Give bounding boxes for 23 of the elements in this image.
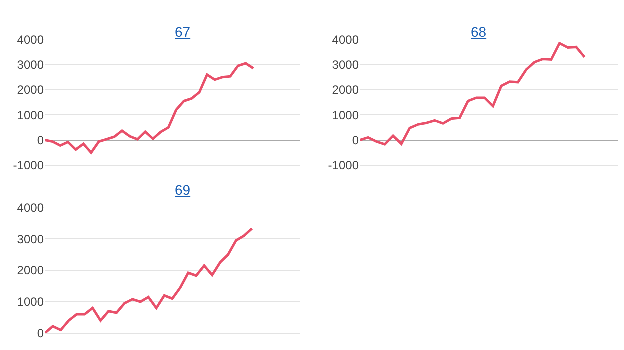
y-tick-label: 4000 <box>332 32 360 47</box>
y-tick-label: -1000 <box>13 158 44 173</box>
y-tick-label: 3000 <box>17 232 44 246</box>
y-tick-label: 0 <box>37 133 44 148</box>
y-tick-label: 2000 <box>17 83 44 98</box>
y-tick-label: 1000 <box>17 295 44 310</box>
line-series <box>45 62 255 154</box>
y-tick-label: 4000 <box>17 32 44 47</box>
y-tick-label: 1000 <box>17 108 44 122</box>
y-tick-label: 2000 <box>332 83 360 98</box>
y-tick-label: 4000 <box>17 200 44 215</box>
y-tick-label: -1000 <box>328 158 360 173</box>
chart-title: 68 <box>471 24 487 40</box>
y-tick-label: 1000 <box>332 108 360 122</box>
y-tick-label: 3000 <box>17 58 44 72</box>
y-tick-label: 0 <box>37 326 44 341</box>
chart-title: 69 <box>175 182 191 198</box>
y-tick-label: 3000 <box>332 58 360 72</box>
line-series <box>360 42 586 146</box>
line-series <box>45 227 254 334</box>
y-tick-label: 2000 <box>17 264 44 278</box>
y-tick-label: 0 <box>352 133 360 148</box>
chart-title: 67 <box>175 24 191 40</box>
